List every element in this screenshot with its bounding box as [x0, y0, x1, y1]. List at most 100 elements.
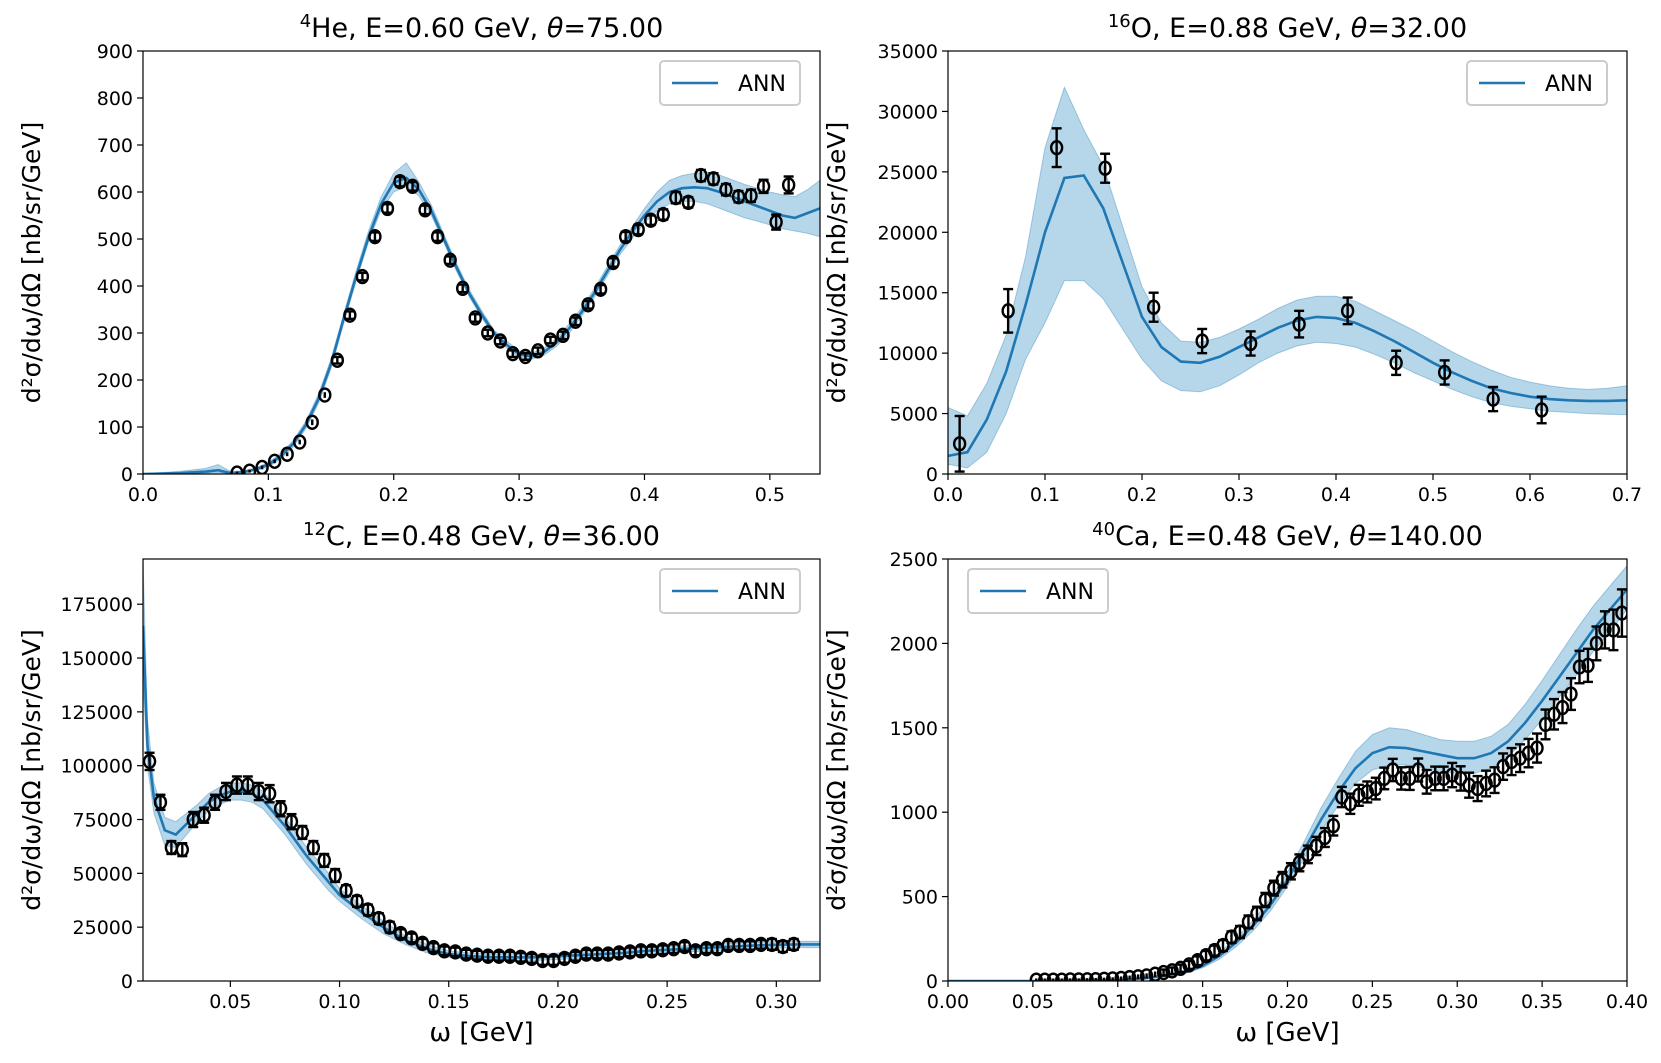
- title-theta-symbol: θ: [1351, 13, 1368, 44]
- data-point: [219, 781, 233, 802]
- data-marker: [1318, 829, 1332, 846]
- data-point: [1250, 905, 1264, 922]
- title-kinematics: , E=0.48 GeV,: [345, 521, 544, 552]
- x-tick-label: 0.2: [1127, 484, 1157, 506]
- data-point: [1581, 647, 1595, 684]
- y-tick-label: 5000: [890, 404, 938, 426]
- data-marker: [1001, 303, 1015, 319]
- data-point: [280, 446, 294, 462]
- x-tick-label: 0.05: [209, 991, 251, 1013]
- title-theta-value: =32.00: [1367, 13, 1467, 44]
- chart-title: 4He, E=0.60 GeV, θ=75.00: [300, 11, 664, 44]
- data-point: [631, 221, 645, 238]
- data-point: [1564, 676, 1578, 712]
- data-marker: [1156, 964, 1171, 981]
- data-marker: [1146, 299, 1161, 315]
- x-tick-label: 0.10: [1097, 991, 1139, 1013]
- title-theta-symbol: θ: [1349, 521, 1366, 552]
- x-tick-label: 0.6: [1515, 484, 1545, 506]
- data-marker: [339, 882, 353, 899]
- legend-label: ANN: [738, 72, 786, 97]
- data-marker: [1088, 971, 1103, 981]
- data-marker: [1530, 740, 1544, 756]
- data-marker: [1403, 770, 1417, 787]
- ann-uncertainty-band: [143, 559, 820, 961]
- plot-area: [143, 162, 820, 474]
- data-point: [681, 194, 696, 211]
- data-marker: [328, 867, 342, 884]
- y-axis-label: d²σ/dω/dΩ [nb/sr/GeV]: [822, 122, 851, 404]
- data-point: [284, 812, 299, 831]
- data-marker: [273, 801, 288, 817]
- axes-frame: [142, 50, 821, 475]
- data-point: [1241, 914, 1256, 930]
- data-marker: [543, 332, 558, 348]
- data-point: [1352, 783, 1366, 807]
- data-marker: [1564, 686, 1578, 702]
- data-marker: [1233, 924, 1247, 940]
- data-point: [273, 800, 288, 818]
- x-tick-label: 0.20: [1266, 991, 1308, 1013]
- data-point: [518, 348, 533, 365]
- data-marker: [656, 206, 670, 223]
- title-kinematics: , E=0.48 GeV,: [1150, 521, 1349, 552]
- data-marker: [343, 307, 357, 323]
- x-axis-label: ω [GeV]: [429, 1018, 533, 1048]
- data-point: [787, 936, 801, 953]
- data-marker: [393, 173, 407, 190]
- data-point: [1038, 972, 1052, 981]
- data-marker: [1589, 635, 1604, 652]
- y-tick-label: 50000: [73, 863, 133, 885]
- data-marker: [493, 333, 508, 349]
- data-point: [1114, 970, 1128, 981]
- y-tick-label: 600: [97, 182, 133, 204]
- data-marker: [1360, 784, 1374, 800]
- data-point: [1146, 291, 1161, 323]
- data-marker: [262, 785, 277, 802]
- data-marker: [1486, 391, 1500, 407]
- chart-title: 12C, E=0.48 GeV, θ=36.00: [303, 519, 660, 552]
- data-point: [593, 281, 608, 297]
- data-marker: [1394, 770, 1408, 787]
- x-tick-label: 0.5: [755, 484, 785, 506]
- data-point: [305, 414, 319, 430]
- data-marker: [1292, 316, 1306, 332]
- y-tick-label: 1000: [890, 802, 938, 824]
- data-marker: [618, 228, 633, 245]
- data-point: [1131, 969, 1145, 981]
- data-marker: [531, 343, 545, 359]
- data-marker: [306, 839, 321, 856]
- data-point: [1486, 385, 1500, 413]
- data-marker: [1386, 762, 1400, 778]
- data-point: [153, 793, 168, 812]
- data-marker: [372, 910, 386, 927]
- legend: ANN: [1466, 60, 1608, 106]
- data-marker: [284, 813, 299, 830]
- data-point: [1462, 771, 1476, 799]
- title-nucleus: He: [311, 13, 348, 44]
- data-point: [355, 268, 370, 285]
- data-point: [1538, 708, 1553, 741]
- data-point: [645, 943, 659, 959]
- x-tick-label: 0.0: [128, 484, 158, 506]
- data-marker: [781, 177, 796, 193]
- y-tick-label: 175000: [60, 594, 133, 616]
- data-point: [1258, 891, 1273, 909]
- y-axis-label: d²σ/dω/dΩ [nb/sr/GeV]: [17, 629, 46, 911]
- chart-title: 40Ca, E=0.48 GeV, θ=140.00: [1092, 519, 1483, 552]
- data-marker: [1445, 767, 1459, 783]
- data-point: [1243, 330, 1258, 357]
- data-marker: [506, 345, 520, 362]
- y-axis-label: d²σ/dω/dΩ [nb/sr/GeV]: [822, 629, 851, 911]
- data-marker: [1216, 937, 1230, 954]
- data-point: [756, 178, 771, 195]
- legend: ANN: [967, 568, 1109, 614]
- data-marker: [1389, 355, 1403, 371]
- chart-panel-4: 0.00 0.05 0.10 0.15 0.20 0.25 0.30 0.35 0.40 0 500…: [822, 519, 1648, 1048]
- x-tick-label: 0.00: [927, 991, 969, 1013]
- data-point: [1360, 780, 1374, 804]
- data-marker: [719, 181, 733, 198]
- title-theta-value: =75.00: [563, 13, 663, 44]
- legend: ANN: [659, 568, 801, 614]
- data-point: [1428, 765, 1442, 792]
